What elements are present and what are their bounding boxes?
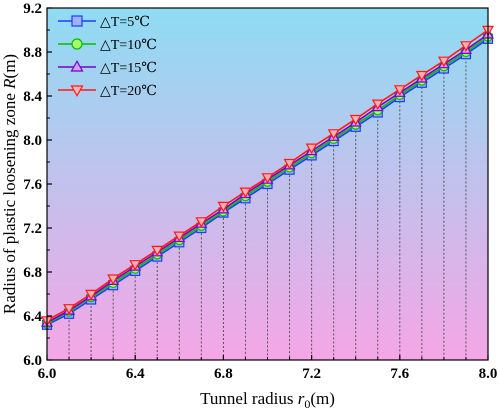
legend-item: △T=15℃ bbox=[58, 60, 157, 76]
series-marker bbox=[107, 274, 120, 285]
y-tick-label: 6.4 bbox=[23, 309, 42, 325]
y-axis-ticks: 6.0 6.4 6.8 7.2 7.6 8.0 8.4 8.8 9.2 bbox=[23, 1, 52, 369]
legend-label: △T=20℃ bbox=[100, 84, 157, 99]
x-tick-label: 7.6 bbox=[390, 366, 409, 382]
x-tick-label: 6.8 bbox=[214, 366, 233, 382]
legend-item: △T=20℃ bbox=[58, 84, 157, 99]
series-marker bbox=[393, 85, 406, 96]
x-tick-label: 6.0 bbox=[38, 366, 57, 382]
x-tick-label: 6.4 bbox=[126, 366, 145, 382]
series-marker bbox=[437, 56, 450, 68]
series-marker bbox=[415, 70, 428, 82]
y-axis-label-unit: (m) bbox=[0, 54, 19, 79]
series-marker bbox=[129, 260, 142, 271]
drop-lines bbox=[46, 30, 489, 360]
y-axis-label-symbol: R bbox=[0, 78, 19, 90]
series-marker bbox=[261, 173, 274, 184]
x-axis-label-symbol: r bbox=[298, 389, 305, 408]
series-marker bbox=[151, 245, 164, 257]
series-marker bbox=[283, 158, 296, 170]
series-marker bbox=[371, 99, 384, 111]
series-marker bbox=[173, 231, 186, 243]
y-tick-label: 6.0 bbox=[23, 353, 42, 369]
legend-label: △T=10℃ bbox=[100, 38, 157, 53]
series-marker bbox=[195, 217, 208, 228]
series-marker bbox=[63, 304, 76, 315]
series-marker bbox=[349, 114, 362, 126]
x-axis-ticks: 6.0 6.4 6.8 7.2 7.6 8.0 bbox=[38, 355, 498, 382]
x-axis-label-text: Tunnel radius bbox=[200, 389, 298, 408]
y-axis-label-text: Radius of plastic loosening zone bbox=[0, 89, 19, 314]
legend-marker bbox=[71, 15, 83, 27]
series-marker bbox=[239, 187, 252, 199]
series bbox=[41, 25, 494, 327]
y-tick-label: 8.4 bbox=[23, 89, 42, 105]
y-tick-label: 8.0 bbox=[23, 133, 42, 149]
y-tick-label: 7.6 bbox=[23, 177, 42, 193]
series-marker bbox=[459, 41, 472, 52]
legend-label: △T=5℃ bbox=[100, 15, 150, 30]
y-tick-label: 8.8 bbox=[23, 45, 42, 61]
legend-item: △T=10℃ bbox=[58, 38, 157, 53]
legend-marker bbox=[70, 85, 84, 97]
x-axis-label: Tunnel radius r0(m) bbox=[200, 389, 335, 411]
series-marker bbox=[85, 289, 98, 301]
legend: △T=5℃ △T=10℃ △T=15℃ △T=20℃ bbox=[58, 15, 157, 99]
legend-marker bbox=[70, 60, 84, 72]
series-marker bbox=[217, 201, 230, 213]
y-tick-label: 6.8 bbox=[23, 265, 42, 281]
series-layer bbox=[41, 25, 494, 330]
x-axis-label-unit: (m) bbox=[310, 389, 335, 408]
legend-item: △T=5℃ bbox=[58, 15, 150, 30]
series-marker bbox=[327, 129, 340, 140]
y-axis-label: Radius of plastic loosening zone R(m) bbox=[0, 54, 19, 314]
series-marker bbox=[305, 143, 318, 155]
y-tick-label: 7.2 bbox=[23, 221, 42, 237]
legend-marker bbox=[71, 38, 83, 50]
x-tick-label: 7.2 bbox=[302, 366, 321, 382]
x-axis-label-subscript: 0 bbox=[304, 397, 310, 411]
x-tick-label: 8.0 bbox=[479, 366, 498, 382]
y-tick-label: 9.2 bbox=[23, 1, 42, 17]
legend-label: △T=15℃ bbox=[100, 61, 157, 76]
